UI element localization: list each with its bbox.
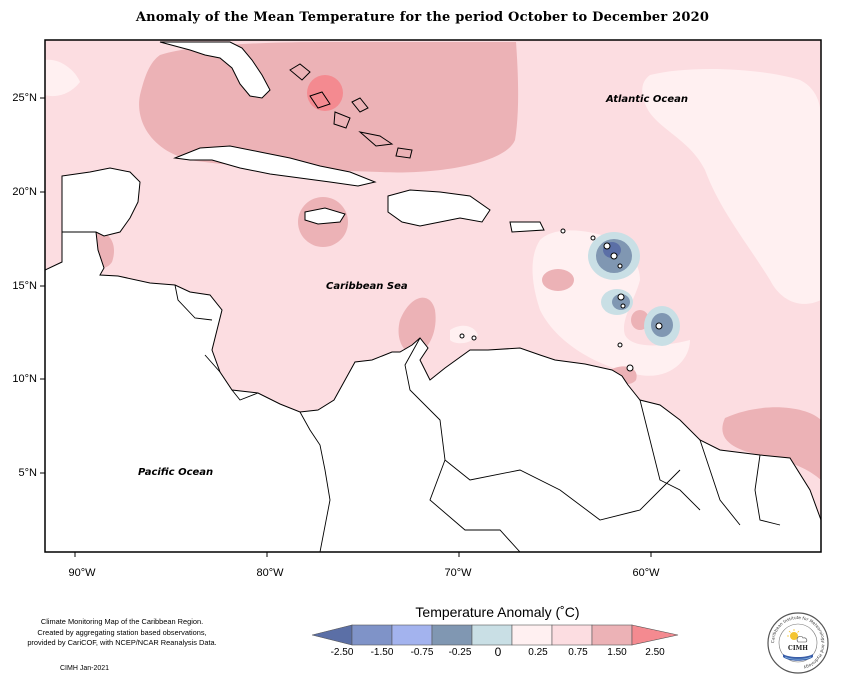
- credits-line: provided by CariCOF, with NCEP/NCAR Rean…: [27, 638, 217, 647]
- lat-label-20n: 20°N: [12, 186, 37, 198]
- legend-swatch: [431, 624, 473, 646]
- legend-tick: -0.25: [448, 647, 472, 658]
- anomaly-zone-low: [642, 68, 821, 304]
- legend-tick: 0: [494, 645, 502, 659]
- legend-colorbar: [312, 624, 679, 646]
- credits-line: Climate Monitoring Map of the Caribbean …: [40, 617, 204, 626]
- legend-swatch: [471, 624, 513, 646]
- cloud-icon: [796, 635, 808, 643]
- country-borders: [174, 284, 781, 552]
- legend-swatch: [591, 624, 633, 646]
- lon-label-90w: 90°W: [68, 567, 96, 579]
- ocean-label-caribbean: Caribbean Sea: [326, 281, 408, 292]
- axis-ticks: [40, 97, 652, 557]
- anomaly-zone-warm: [542, 269, 574, 291]
- lon-label-70w: 70°W: [444, 567, 472, 579]
- anomaly-zone-hot: [307, 75, 343, 111]
- lat-label-25n: 25°N: [12, 92, 37, 104]
- legend-tick: 1.50: [607, 647, 627, 658]
- map-frame: [44, 39, 822, 553]
- land-central-south-america: [45, 231, 821, 552]
- cimh-logo: Caribbean Institute for Meteorology and …: [767, 612, 829, 674]
- land-bahamas: [289, 63, 413, 159]
- legend-title: Temperature Anomaly (˚C): [415, 604, 580, 620]
- legend-tick: 0.75: [568, 647, 588, 658]
- legend-tick: -2.50: [330, 647, 354, 658]
- land-cuba: [173, 145, 377, 187]
- legend-tick: -1.50: [370, 647, 394, 658]
- sun-icon: [787, 629, 800, 640]
- logo-text: CIMH: [788, 645, 808, 652]
- land-florida: [159, 41, 271, 99]
- land-yucatan: [61, 167, 141, 237]
- legend-swatch: [312, 624, 353, 646]
- legend-tick: 2.50: [645, 647, 665, 658]
- land-puerto-rico: [509, 221, 545, 233]
- credits-text: Climate Monitoring Map of the Caribbean …: [22, 617, 222, 649]
- lon-label-60w: 60°W: [632, 567, 660, 579]
- lat-label-5n: 5°N: [18, 467, 37, 479]
- anomaly-zone-warm: [722, 407, 821, 480]
- production-stamp: CIMH Jan-2021: [60, 665, 110, 672]
- legend-tick: -0.75: [410, 647, 434, 658]
- ocean-label-atlantic: Atlantic Ocean: [606, 94, 688, 105]
- land-jamaica: [304, 207, 346, 225]
- legend-swatch: [351, 624, 393, 646]
- lat-label-15n: 15°N: [12, 280, 37, 292]
- legend-swatch: [551, 624, 593, 646]
- land-lesser-antilles: [459, 228, 663, 372]
- land-hispaniola: [387, 189, 491, 227]
- credits-line: Created by aggregating station based obs…: [37, 627, 207, 637]
- ocean-label-pacific: Pacific Ocean: [138, 467, 214, 478]
- anomaly-zone-warm: [398, 297, 436, 355]
- legend-swatch: [631, 624, 679, 646]
- anomaly-zone-low: [450, 325, 478, 344]
- legend-tick: 0.25: [528, 647, 548, 658]
- legend-swatch: [511, 624, 553, 646]
- lat-label-10n: 10°N: [12, 373, 37, 385]
- map-field: [45, 40, 821, 552]
- legend-swatch: [391, 624, 433, 646]
- map-title: Anomaly of the Mean Temperature for the …: [135, 10, 710, 25]
- anomaly-zone-low: [45, 59, 80, 97]
- lon-label-80w: 80°W: [256, 567, 284, 579]
